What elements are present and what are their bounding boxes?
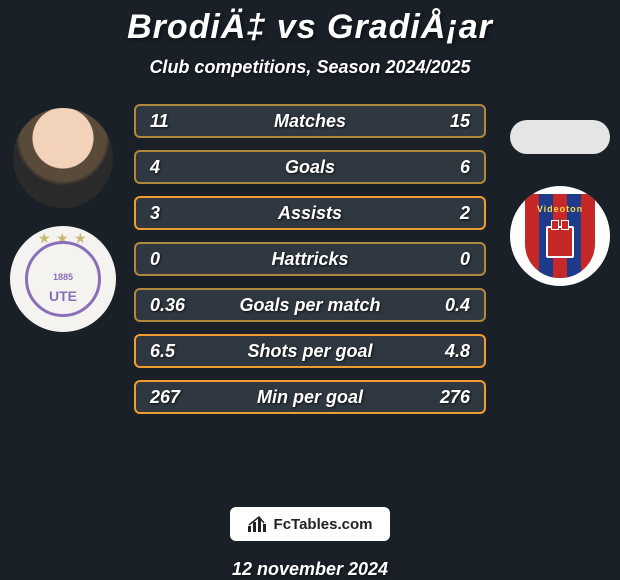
stats-table: 11Matches15 4Goals6 3Assists2 0Hattricks0 0.… — [134, 104, 486, 414]
stat-value-left: 3 — [150, 203, 160, 224]
stat-row: 6.5Shots per goal4.8 — [134, 334, 486, 368]
club-badge-left: ★ ★ ★ — [10, 226, 116, 332]
stat-label: Hattricks — [136, 249, 484, 270]
stat-row: 11Matches15 — [134, 104, 486, 138]
stat-row: 267Min per goal276 — [134, 380, 486, 414]
stat-value-right: 15 — [450, 111, 470, 132]
stat-value-left: 0.36 — [150, 295, 185, 316]
stat-value-right: 6 — [460, 157, 470, 178]
stat-label: Assists — [136, 203, 484, 224]
subtitle: Club competitions, Season 2024/2025 — [149, 57, 470, 78]
club-shield-label: Videoton — [525, 204, 595, 214]
left-player-column: ★ ★ ★ — [10, 98, 116, 332]
club-shield-right: Videoton — [525, 194, 595, 278]
date-label: 12 november 2024 — [232, 559, 388, 580]
stat-label: Goals — [136, 157, 484, 178]
player-avatar-right — [510, 120, 610, 154]
stat-label: Shots per goal — [136, 341, 484, 362]
stat-row: 0Hattricks0 — [134, 242, 486, 276]
comparison-card: BrodiÄ‡ vs GradiÅ¡ar Club competitions, … — [0, 0, 620, 580]
stat-label: Goals per match — [136, 295, 484, 316]
stat-value-right: 4.8 — [445, 341, 470, 362]
stat-value-left: 4 — [150, 157, 160, 178]
player-avatar-left — [13, 108, 113, 208]
stat-row: 4Goals6 — [134, 150, 486, 184]
stat-label: Matches — [136, 111, 484, 132]
content-area: ★ ★ ★ Videoton 11Matches15 4Goals6 3Assist… — [0, 98, 620, 491]
stat-row: 0.36Goals per match0.4 — [134, 288, 486, 322]
stat-value-right: 276 — [440, 387, 470, 408]
stat-value-right: 2 — [460, 203, 470, 224]
stat-value-left: 267 — [150, 387, 180, 408]
stat-value-right: 0 — [460, 249, 470, 270]
stat-value-right: 0.4 — [445, 295, 470, 316]
brand-label: FcTables.com — [274, 516, 373, 533]
stat-value-left: 11 — [150, 111, 169, 132]
stat-row: 3Assists2 — [134, 196, 486, 230]
brand-badge: FcTables.com — [230, 507, 390, 541]
club-shield-emblem — [546, 226, 574, 258]
stat-label: Min per goal — [136, 387, 484, 408]
right-player-column: Videoton — [510, 98, 610, 286]
stat-value-left: 0 — [150, 249, 160, 270]
stat-value-left: 6.5 — [150, 341, 175, 362]
club-badge-left-inner — [25, 241, 101, 317]
club-badge-right: Videoton — [510, 186, 610, 286]
page-title: BrodiÄ‡ vs GradiÅ¡ar — [127, 8, 493, 47]
chart-icon — [248, 516, 268, 532]
